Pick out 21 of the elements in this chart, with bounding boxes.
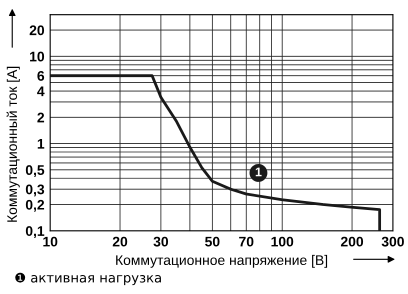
y-tick-label: 2	[37, 112, 44, 122]
y-tick-label: 10	[30, 52, 44, 62]
annotation: 1	[256, 168, 262, 176]
y-tick-label: 0,3	[26, 184, 44, 196]
y-tick-label: 20	[30, 25, 44, 36]
y-axis-title: Коммутационный ток [А]	[6, 66, 20, 222]
y-tick-label: 1	[38, 139, 44, 149]
y-tick-label: 0,2	[26, 200, 44, 212]
x-tick-label: 200	[340, 236, 364, 247]
y-tick-label: 0,5	[26, 165, 44, 177]
y-tick-label: 0,1	[26, 226, 44, 238]
text: ❶ активная нагрузка	[15, 272, 161, 286]
x-tick-label: 30	[153, 236, 168, 247]
x-axis-title: Коммутационное напряжение [В]	[116, 254, 328, 268]
x-tick-label: 20	[112, 236, 128, 247]
x-tick-label: 100	[271, 236, 294, 247]
y-tick-label: 6	[37, 71, 44, 81]
x-tick-label: 70	[239, 236, 254, 247]
x-tick-label: 300	[382, 236, 404, 247]
y-tick-label: 4	[37, 86, 45, 96]
x-tick-label: 50	[205, 236, 220, 247]
